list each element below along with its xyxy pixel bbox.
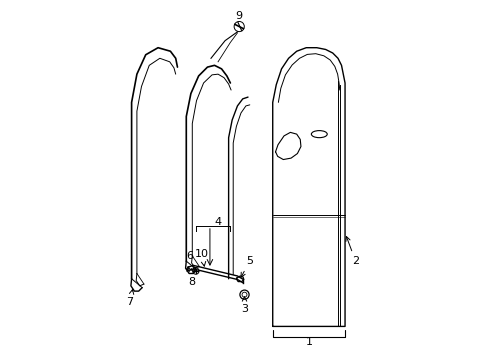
Text: 10: 10 — [195, 249, 209, 266]
Text: 2: 2 — [345, 237, 359, 266]
Text: 1: 1 — [305, 337, 313, 347]
Text: 9: 9 — [235, 11, 242, 21]
Text: 5: 5 — [241, 256, 253, 277]
Text: 4: 4 — [214, 217, 221, 227]
Text: 3: 3 — [241, 297, 247, 314]
Text: 6: 6 — [186, 251, 195, 272]
Text: 7: 7 — [126, 289, 133, 307]
Text: 8: 8 — [186, 267, 195, 287]
